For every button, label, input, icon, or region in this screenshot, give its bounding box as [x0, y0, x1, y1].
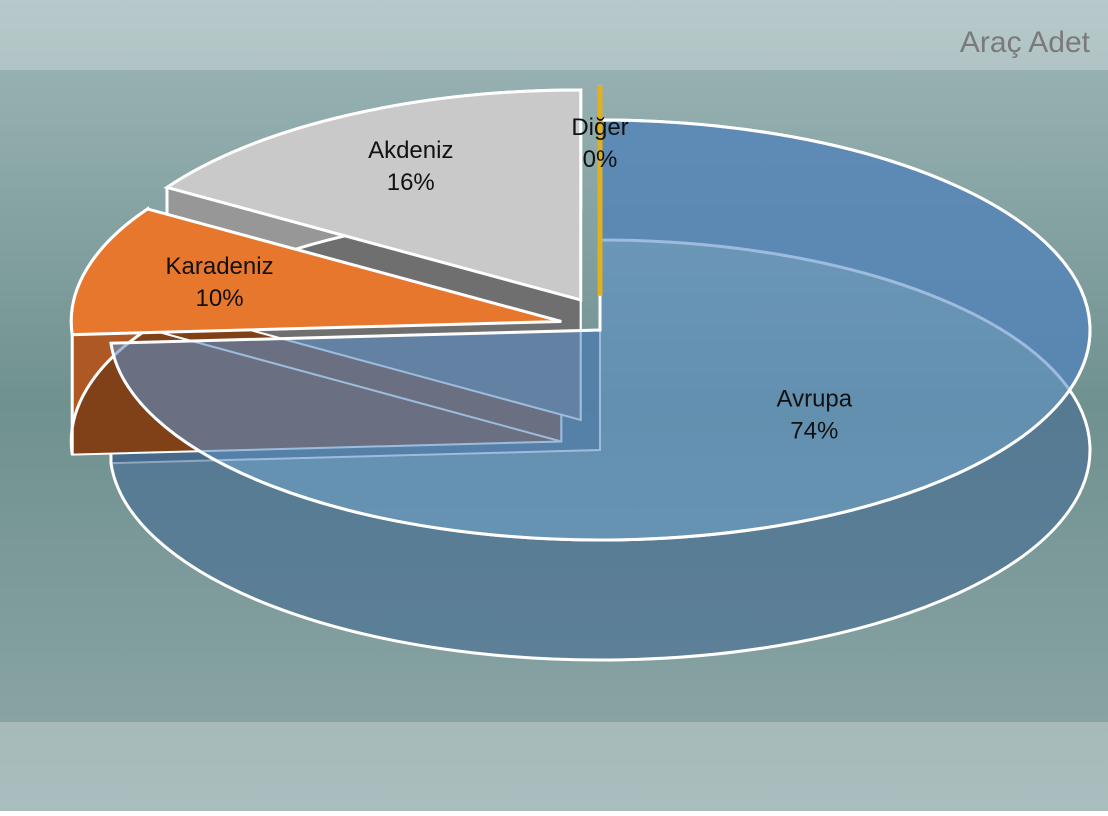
slice-value-label: 10%	[196, 285, 244, 312]
header-band	[0, 0, 1108, 70]
slice-label: Avrupa	[777, 386, 853, 413]
slice	[109, 118, 1092, 542]
footer-band	[0, 722, 1108, 811]
slice-label: Karadeniz	[166, 253, 274, 280]
slice-label: Diğer	[571, 114, 628, 141]
pie	[69, 85, 1092, 662]
slice	[163, 88, 583, 302]
slice	[69, 207, 562, 337]
slice-label: Akdeniz	[368, 137, 453, 164]
chart-title: Araç Adet	[960, 26, 1091, 59]
slice-value-label: 74%	[790, 418, 838, 445]
slice-value-label: 0%	[583, 146, 618, 173]
slice-value-label: 16%	[387, 169, 435, 196]
